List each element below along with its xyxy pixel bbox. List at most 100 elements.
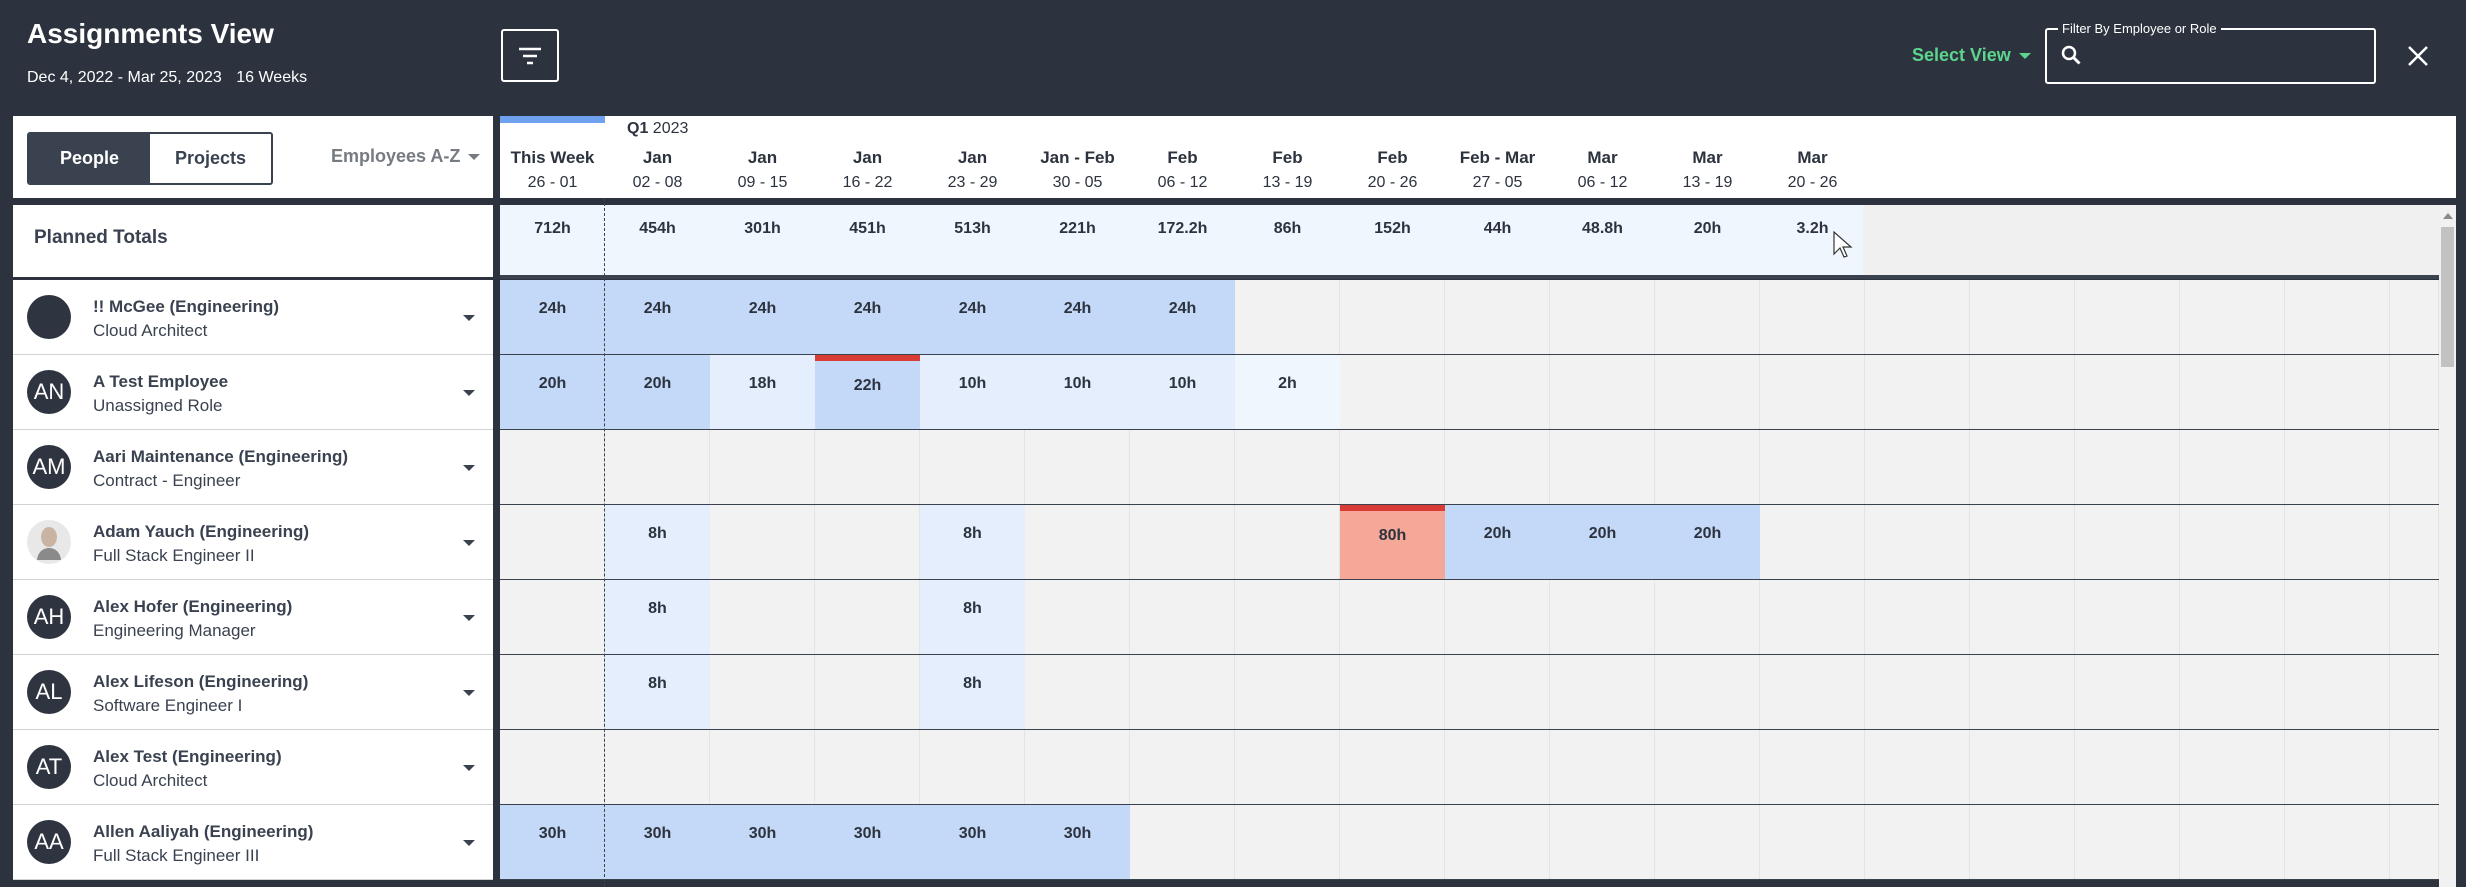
- grid-cell[interactable]: [1970, 430, 2075, 505]
- grid-cell[interactable]: [2075, 580, 2180, 655]
- assignment-cell[interactable]: 10h: [1130, 355, 1235, 429]
- grid-cell[interactable]: [1550, 655, 1655, 730]
- grid-cell[interactable]: [710, 430, 815, 505]
- grid-cell[interactable]: [2285, 430, 2390, 505]
- assignment-cell[interactable]: 20h: [605, 355, 710, 429]
- grid-cell[interactable]: [1340, 580, 1445, 655]
- grid-cell[interactable]: [2180, 505, 2285, 580]
- expand-chevron-icon[interactable]: [463, 315, 475, 321]
- grid-cell[interactable]: [1760, 655, 1865, 730]
- grid-cell[interactable]: [920, 730, 1025, 805]
- grid-cell[interactable]: [2285, 805, 2390, 880]
- grid-cell[interactable]: [2390, 505, 2439, 580]
- grid-cell[interactable]: [2285, 730, 2390, 805]
- vertical-scrollbar[interactable]: [2439, 205, 2456, 887]
- assignment-cell[interactable]: 22h: [815, 355, 920, 429]
- grid-cell[interactable]: [815, 655, 920, 730]
- grid-cell[interactable]: [2075, 730, 2180, 805]
- assignment-cell[interactable]: 8h: [920, 580, 1025, 654]
- assignment-cell[interactable]: 30h: [500, 805, 605, 879]
- grid-cell[interactable]: [1760, 430, 1865, 505]
- grid-cell[interactable]: [920, 430, 1025, 505]
- expand-chevron-icon[interactable]: [463, 465, 475, 471]
- grid-cell[interactable]: [1235, 430, 1340, 505]
- grid-cell[interactable]: [2075, 655, 2180, 730]
- grid-cell[interactable]: [1655, 580, 1760, 655]
- grid-cell[interactable]: [1655, 730, 1760, 805]
- grid-cell[interactable]: [1235, 655, 1340, 730]
- grid-cell[interactable]: [1970, 730, 2075, 805]
- employee-row[interactable]: AN A Test Employee Unassigned Role: [13, 355, 493, 430]
- scrollbar-thumb[interactable]: [2441, 227, 2454, 367]
- grid-cell[interactable]: [1970, 580, 2075, 655]
- grid-cell[interactable]: [500, 730, 605, 805]
- grid-cell[interactable]: [2180, 730, 2285, 805]
- grid-cell[interactable]: [2285, 580, 2390, 655]
- grid-cell[interactable]: [1970, 655, 2075, 730]
- assignment-cell[interactable]: 8h: [605, 505, 710, 579]
- grid-cell[interactable]: [1340, 730, 1445, 805]
- filter-input[interactable]: [2085, 43, 2365, 69]
- grid-cell[interactable]: [2180, 655, 2285, 730]
- grid-cell[interactable]: [1655, 280, 1760, 355]
- assignment-cell[interactable]: 30h: [1025, 805, 1130, 879]
- grid-cell[interactable]: [1235, 280, 1340, 355]
- grid-cell[interactable]: [2390, 430, 2439, 505]
- close-icon[interactable]: [2407, 45, 2429, 67]
- grid-cell[interactable]: [1235, 730, 1340, 805]
- grid-cell[interactable]: [1025, 580, 1130, 655]
- select-view-dropdown[interactable]: Select View: [1912, 45, 2031, 66]
- grid-cell[interactable]: [1970, 355, 2075, 430]
- assignment-cell[interactable]: 8h: [605, 580, 710, 654]
- grid-cell[interactable]: [1235, 805, 1340, 880]
- grid-cell[interactable]: [1130, 430, 1235, 505]
- assignment-cell[interactable]: 30h: [605, 805, 710, 879]
- grid-cell[interactable]: [1340, 355, 1445, 430]
- assignment-cell[interactable]: 2h: [1235, 355, 1340, 429]
- grid-cell[interactable]: [605, 730, 710, 805]
- grid-cell[interactable]: [1760, 580, 1865, 655]
- grid-cell[interactable]: [1025, 730, 1130, 805]
- expand-chevron-icon[interactable]: [463, 690, 475, 696]
- expand-chevron-icon[interactable]: [463, 540, 475, 546]
- grid-cell[interactable]: [1865, 505, 1970, 580]
- grid-cell[interactable]: [1025, 655, 1130, 730]
- grid-cell[interactable]: [2075, 505, 2180, 580]
- employee-row[interactable]: AT Alex Test (Engineering) Cloud Architect: [13, 730, 493, 805]
- grid-cell[interactable]: [1025, 505, 1130, 580]
- assignment-cell[interactable]: 24h: [500, 280, 605, 354]
- expand-chevron-icon[interactable]: [463, 765, 475, 771]
- grid-cell[interactable]: [1445, 280, 1550, 355]
- assignment-cell[interactable]: 10h: [920, 355, 1025, 429]
- grid-cell[interactable]: [1760, 280, 1865, 355]
- grid-cell[interactable]: [1340, 430, 1445, 505]
- grid-cell[interactable]: [1970, 805, 2075, 880]
- grid-cell[interactable]: [1865, 730, 1970, 805]
- grid-cell[interactable]: [2285, 355, 2390, 430]
- assignment-cell[interactable]: 24h: [1130, 280, 1235, 354]
- grid-cell[interactable]: [1340, 805, 1445, 880]
- grid-cell[interactable]: [2390, 355, 2439, 430]
- assignment-cell[interactable]: 8h: [605, 655, 710, 729]
- grid-cell[interactable]: [2180, 355, 2285, 430]
- assignment-cell[interactable]: 30h: [710, 805, 815, 879]
- assignment-cell[interactable]: 18h: [710, 355, 815, 429]
- grid-cell[interactable]: [1655, 655, 1760, 730]
- grid-cell[interactable]: [1865, 580, 1970, 655]
- grid-cell[interactable]: [1235, 580, 1340, 655]
- grid-cell[interactable]: [2390, 805, 2439, 880]
- projects-tab[interactable]: Projects: [150, 134, 271, 183]
- grid-cell[interactable]: [815, 730, 920, 805]
- grid-cell[interactable]: [1130, 655, 1235, 730]
- grid-cell[interactable]: [605, 430, 710, 505]
- grid-cell[interactable]: [1340, 655, 1445, 730]
- grid-cell[interactable]: [1445, 580, 1550, 655]
- grid-cell[interactable]: [1130, 805, 1235, 880]
- grid-cell[interactable]: [710, 580, 815, 655]
- grid-cell[interactable]: [1865, 430, 1970, 505]
- assignment-cell[interactable]: 80h: [1340, 505, 1445, 579]
- employee-row[interactable]: !! McGee (Engineering) Cloud Architect: [13, 280, 493, 355]
- assignment-cell[interactable]: 24h: [1025, 280, 1130, 354]
- grid-cell[interactable]: [1550, 430, 1655, 505]
- grid-cell[interactable]: [1445, 655, 1550, 730]
